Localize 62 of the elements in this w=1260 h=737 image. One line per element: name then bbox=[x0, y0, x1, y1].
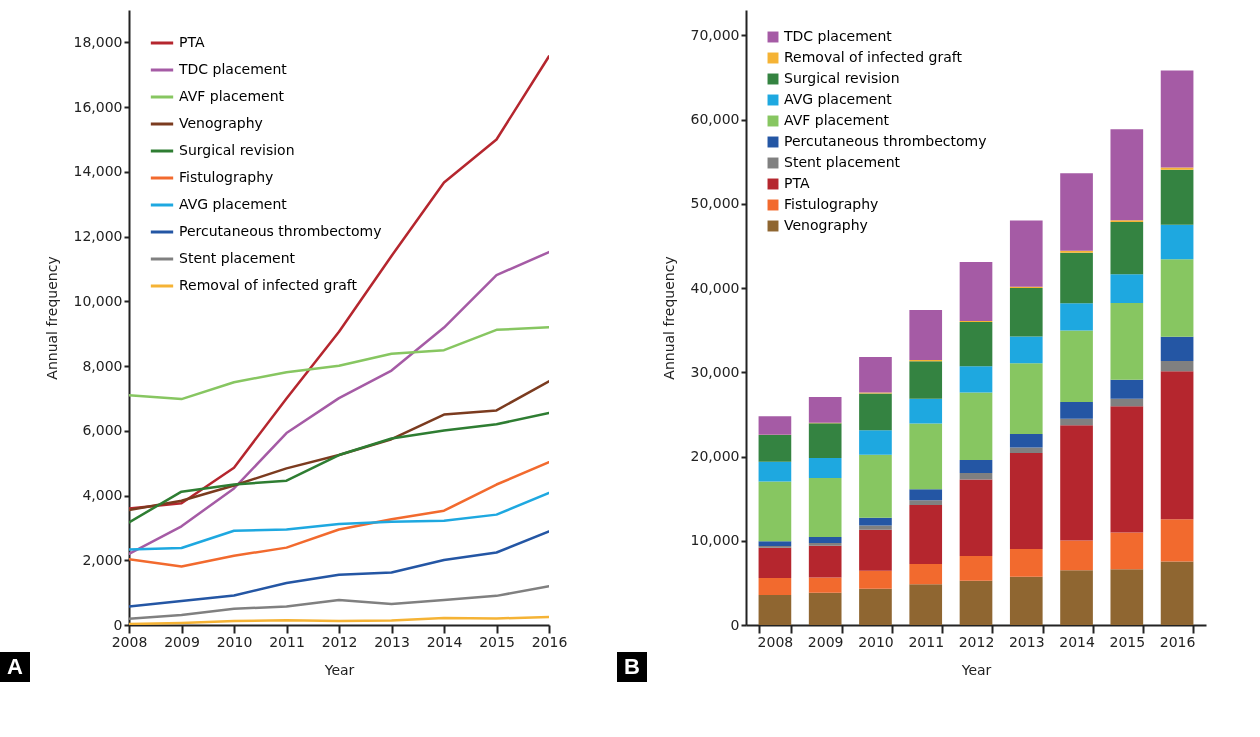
x-tick-label: 2016 bbox=[531, 633, 568, 650]
x-tick-label: 2012 bbox=[958, 633, 995, 650]
legend-label: TDC placement bbox=[783, 28, 893, 44]
legend-label: AVG placement bbox=[784, 91, 893, 107]
y-tick-label: 12,000 bbox=[73, 228, 123, 245]
y-tick-label: 14,000 bbox=[73, 163, 123, 180]
x-tick-label: 2016 bbox=[1159, 633, 1196, 650]
legend-label: Venography bbox=[784, 217, 868, 233]
x-tick-label: 2010 bbox=[858, 633, 894, 650]
y-tick-label: 8,000 bbox=[82, 357, 123, 374]
y-tick-label: 30,000 bbox=[690, 363, 740, 380]
y-tick-label: 18,000 bbox=[73, 33, 123, 50]
x-tick-label: 2013 bbox=[1008, 633, 1045, 650]
legend-label: Percutaneous thrombectomy bbox=[179, 223, 382, 239]
y-axis-title: Annual frequency bbox=[43, 256, 60, 380]
legend-label: TDC placement bbox=[178, 61, 288, 77]
x-axis-title: Year bbox=[323, 661, 355, 678]
x-tick-label: 2013 bbox=[374, 633, 410, 650]
y-tick-label: 4,000 bbox=[82, 487, 123, 504]
legend-label: Fistulography bbox=[179, 169, 274, 185]
y-tick-label: 70,000 bbox=[690, 26, 740, 43]
x-tick-label: 2011 bbox=[908, 633, 945, 650]
x-tick-label: 2015 bbox=[1109, 633, 1146, 650]
text: A bbox=[0, 652, 30, 682]
y-tick-label: 6,000 bbox=[82, 422, 123, 439]
y-tick-label: 10,000 bbox=[73, 292, 123, 309]
y-tick-label: 20,000 bbox=[690, 448, 740, 465]
legend-label: Percutaneous thrombectomy bbox=[784, 133, 987, 149]
y-tick-label: 2,000 bbox=[82, 551, 123, 568]
y-tick-label: 0 bbox=[113, 616, 123, 633]
legend-label: AVG placement bbox=[179, 196, 288, 212]
y-axis-title: Annual frequency bbox=[660, 256, 677, 380]
x-tick-label: 2010 bbox=[216, 633, 253, 650]
text: B bbox=[617, 652, 647, 682]
y-tick-label: 0 bbox=[730, 616, 740, 633]
x-tick-label: 2014 bbox=[426, 633, 463, 650]
legend-label: Removal of infected graft bbox=[784, 49, 963, 65]
legend-label: Removal of infected graft bbox=[179, 277, 358, 293]
x-tick-label: 2008 bbox=[111, 633, 148, 650]
y-tick-label: 60,000 bbox=[690, 111, 740, 128]
x-tick-label: 2015 bbox=[479, 633, 515, 650]
legend-label: AVF placement bbox=[784, 112, 890, 128]
y-tick-label: 10,000 bbox=[690, 532, 740, 549]
y-tick-label: 40,000 bbox=[690, 279, 740, 296]
legend-label: PTA bbox=[179, 34, 205, 50]
x-tick-label: 2011 bbox=[269, 633, 305, 650]
legend-label: PTA bbox=[784, 175, 810, 191]
legend-label: Surgical revision bbox=[784, 70, 900, 86]
x-tick-label: 2008 bbox=[757, 633, 794, 650]
y-tick-label: 16,000 bbox=[73, 98, 123, 115]
x-tick-label: 2012 bbox=[321, 633, 358, 650]
x-axis-title: Year bbox=[960, 661, 992, 678]
x-tick-label: 2009 bbox=[807, 633, 844, 650]
legend-label: Surgical revision bbox=[179, 142, 295, 158]
x-tick-label: 2014 bbox=[1059, 633, 1095, 650]
legend-label: Venography bbox=[179, 115, 263, 131]
legend-label: Stent placement bbox=[179, 250, 296, 266]
y-tick-label: 50,000 bbox=[690, 195, 740, 212]
x-tick-label: 2009 bbox=[164, 633, 200, 650]
legend-label: Fistulography bbox=[784, 196, 879, 212]
legend-label: AVF placement bbox=[179, 88, 285, 104]
legend-label: Stent placement bbox=[784, 154, 901, 170]
